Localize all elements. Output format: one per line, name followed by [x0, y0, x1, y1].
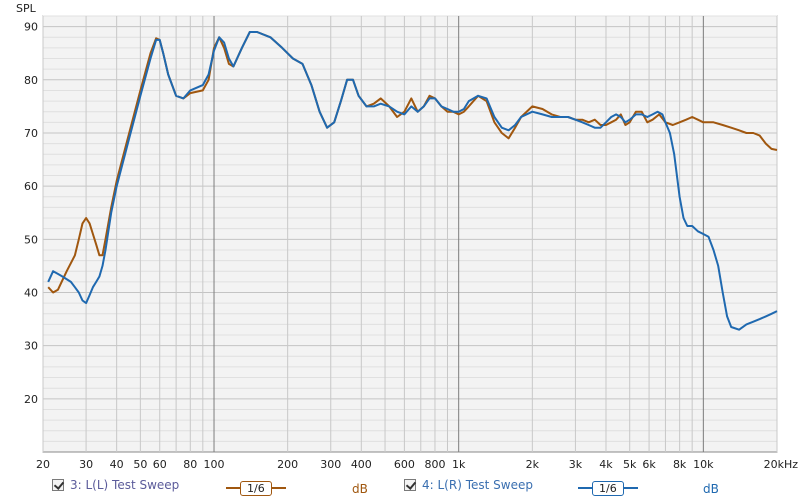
x-tick-label: 600 — [394, 458, 415, 471]
x-tick-label: 800 — [424, 458, 445, 471]
x-tick-label: 2k — [526, 458, 540, 471]
x-tick-label: 20 — [36, 458, 50, 471]
legend-label-1: 3: L(L) Test Sweep — [70, 478, 180, 492]
y-tick-label: 90 — [24, 21, 38, 34]
x-tick-label: 4k — [599, 458, 613, 471]
y-tick-label: 80 — [24, 74, 38, 87]
x-tick-label: 400 — [351, 458, 372, 471]
x-tick-label: 60 — [153, 458, 167, 471]
unit-label-1: dB — [352, 482, 368, 496]
series-lines — [47, 31, 778, 331]
grid — [42, 15, 778, 452]
x-tick-label: 50 — [133, 458, 147, 471]
x-tick-label: 30 — [79, 458, 93, 471]
plot-background — [42, 15, 778, 453]
smoothing-control-2[interactable]: 1/6 — [578, 480, 638, 496]
frequency-response-chart: 20 30 40 50 60 70 80 90 20 30 40 50 60 80 100 200 300 40… — [16, 2, 798, 471]
y-axis-ticks: 20 30 40 50 60 70 80 90 — [24, 21, 38, 406]
x-tick-label: 200 — [277, 458, 298, 471]
x-axis-ticks: 20 30 40 50 60 80 100 200 300 400 600 800 1k 2k 3k 4k 5k… — [36, 458, 798, 471]
x-tick-label: 1k — [452, 458, 466, 471]
x-tick-label: 100 — [204, 458, 225, 471]
y-axis-label: SPL — [16, 2, 37, 15]
smoothing-label-1: 1/6 — [240, 480, 272, 496]
x-tick-label: 10k — [693, 458, 714, 471]
series-line-2 — [47, 31, 778, 331]
x-tick-label: 80 — [183, 458, 197, 471]
y-tick-label: 70 — [24, 127, 38, 140]
legend-checkbox-1[interactable] — [52, 479, 64, 491]
y-tick-label: 20 — [24, 393, 38, 406]
smoothing-control-1[interactable]: 1/6 — [226, 480, 286, 496]
x-tick-label: 20kHz — [764, 458, 799, 471]
legend-item-1[interactable]: 3: L(L) Test Sweep — [52, 478, 179, 492]
y-tick-label: 50 — [24, 233, 38, 246]
x-tick-label: 3k — [569, 458, 583, 471]
x-tick-label: 300 — [320, 458, 341, 471]
x-tick-label: 6k — [642, 458, 656, 471]
smoothing-label-2: 1/6 — [592, 480, 624, 496]
unit-label-2: dB — [703, 482, 719, 496]
y-tick-label: 30 — [24, 340, 38, 353]
legend-label-2: 4: L(R) Test Sweep — [422, 478, 533, 492]
x-tick-label: 8k — [673, 458, 687, 471]
legend-checkbox-2[interactable] — [404, 479, 416, 491]
x-tick-label: 5k — [623, 458, 637, 471]
y-tick-label: 40 — [24, 286, 38, 299]
y-tick-label: 60 — [24, 180, 38, 193]
legend-item-2[interactable]: 4: L(R) Test Sweep — [404, 478, 533, 492]
x-tick-label: 40 — [110, 458, 124, 471]
series-line-1 — [47, 31, 778, 294]
